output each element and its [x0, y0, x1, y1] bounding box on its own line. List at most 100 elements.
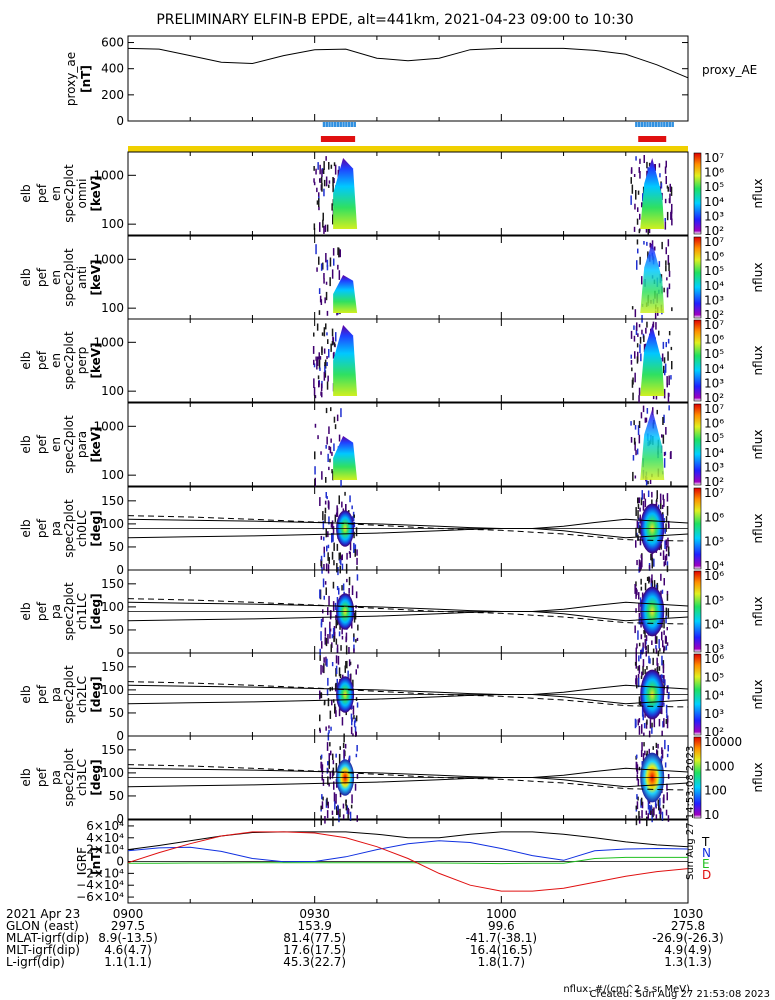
- spectrogram-pixel: [640, 412, 643, 419]
- spectrogram-pixel: [654, 797, 657, 808]
- spectrogram-pixel: [352, 705, 355, 715]
- spectrogram-pixel: [327, 453, 329, 462]
- spectrogram-pixel: [665, 342, 667, 348]
- spectrogram-pixel: [664, 166, 667, 174]
- footer-row-value: 1.8(1.7): [478, 955, 526, 969]
- colorbar-unit: nflux: [751, 430, 765, 460]
- energy-ytick-label: 100: [101, 217, 124, 231]
- spectrogram-pixel: [650, 578, 653, 585]
- spectrogram-pixel: [634, 625, 636, 634]
- spectrogram-pixel: [332, 214, 334, 225]
- spectrogram-pixel: [332, 185, 334, 193]
- spectrogram-pixel: [665, 160, 667, 168]
- spectrogram-pixel: [331, 328, 334, 337]
- spectrogram-pixel: [667, 255, 670, 265]
- ae-line: [127, 47, 689, 79]
- energy-spectrum-blob: [333, 436, 358, 480]
- spectrogram-pixel: [658, 261, 661, 267]
- spectrogram-pixel: [333, 342, 336, 347]
- spectrogram-pixel: [326, 362, 328, 366]
- spectrogram-ylabel: en: [49, 353, 63, 368]
- spectrogram-pixel: [640, 797, 643, 806]
- spectrogram-pixel: [639, 336, 642, 344]
- spectrogram-pixel: [354, 783, 357, 791]
- spectrogram-pixel: [348, 755, 351, 761]
- spectrogram-pixel: [335, 512, 338, 517]
- spectrogram-pixel: [662, 663, 665, 674]
- spectrogram-pixel: [355, 591, 358, 599]
- spectrogram-pixel: [332, 532, 334, 542]
- spectrogram-pixel: [327, 544, 330, 549]
- spectrogram-pixel: [322, 219, 324, 228]
- spectrogram-pixel: [666, 590, 669, 596]
- anti-loss-cone-line: [127, 611, 689, 622]
- spectrogram-pixel: [644, 417, 647, 423]
- spectrogram-pixel: [658, 666, 661, 671]
- spectrogram-ylabel: pef: [35, 350, 49, 370]
- spectrogram-pixel: [332, 248, 335, 256]
- footer-row-value: 4.6(4.7): [104, 943, 152, 957]
- spectrogram-pixel: [636, 343, 639, 348]
- spectrogram-ylabel: elb: [19, 685, 33, 703]
- spectrogram-pixel: [325, 528, 327, 538]
- spectrogram-pixel: [662, 674, 664, 678]
- spectrogram-pixel: [661, 655, 663, 666]
- spectrogram-ylabel: pef: [35, 601, 49, 621]
- spectrogram-pixel: [329, 610, 332, 615]
- spectrogram-pixel: [644, 712, 646, 718]
- spectrogram-pixel: [654, 246, 656, 251]
- spectrogram-pixel: [646, 241, 648, 246]
- spectrogram-ylabel: pef: [35, 434, 49, 454]
- spectrogram-pixel: [320, 618, 323, 626]
- spectrogram-pixel: [320, 559, 323, 569]
- energy-spectrum-blob: [333, 158, 358, 229]
- spectrogram-pixel: [323, 371, 326, 381]
- spectrogram-pixel: [645, 721, 648, 729]
- blue-marker: [336, 122, 340, 127]
- spectrogram-pixel: [327, 698, 330, 707]
- spectrogram-pixel: [325, 656, 327, 666]
- spectrogram-pixel: [322, 521, 325, 530]
- spectrogram-pixel: [631, 184, 634, 194]
- spectrogram-pixel: [356, 557, 358, 565]
- spectrogram-pixel: [338, 667, 341, 677]
- spectrogram-pixel: [666, 753, 669, 758]
- spectrogram-ylabel: elb: [19, 435, 33, 453]
- spectrogram-pixel: [355, 639, 357, 643]
- spectrogram-pixel: [320, 451, 322, 455]
- spectrogram-pixel: [327, 677, 329, 686]
- spectrogram-ylabel: pa: [49, 604, 63, 619]
- spectrogram-pixel: [667, 774, 670, 779]
- spectrogram-pixel: [330, 644, 332, 653]
- colorbar: [694, 320, 701, 401]
- colorbar-unit: nflux: [751, 179, 765, 209]
- igrf-yunit: [nT]: [89, 847, 103, 875]
- red-marker-bar: [638, 136, 667, 142]
- igrf-side-note: Sun Aug 27 14:53:08 2023: [685, 746, 696, 880]
- spectrogram-pixel: [326, 310, 329, 316]
- pa-ytick-label: 0: [116, 729, 124, 743]
- spectrogram-pixel: [655, 322, 657, 330]
- spectrogram-pixel: [662, 721, 664, 728]
- spectrogram-pixel: [642, 405, 645, 413]
- spectrogram-pixel: [663, 718, 665, 727]
- spectrogram-pixel: [634, 475, 637, 479]
- spectrogram-pixel: [342, 583, 345, 591]
- spectrogram-pixel: [630, 330, 633, 339]
- spectrogram-pixel: [662, 341, 665, 349]
- spectrogram-pixel: [334, 602, 337, 611]
- spectrogram-pixel: [663, 630, 665, 635]
- spectrogram-pixel: [662, 678, 664, 683]
- spectrogram-pixel: [331, 269, 334, 279]
- spectrogram-ylabel: pef: [35, 684, 49, 704]
- spectrogram-pixel: [637, 521, 640, 529]
- spectrogram-ylabel: elb: [19, 184, 33, 202]
- spectrogram-pixel: [328, 729, 330, 734]
- spectrogram-pixel: [637, 248, 639, 254]
- spectrogram-pixel: [634, 372, 636, 383]
- spectrogram-pixel: [319, 178, 321, 183]
- blue-marker: [350, 122, 354, 127]
- spectrogram-pixel: [640, 497, 643, 506]
- spectrogram-pixel: [336, 507, 339, 517]
- spectrogram-pixel: [641, 671, 643, 677]
